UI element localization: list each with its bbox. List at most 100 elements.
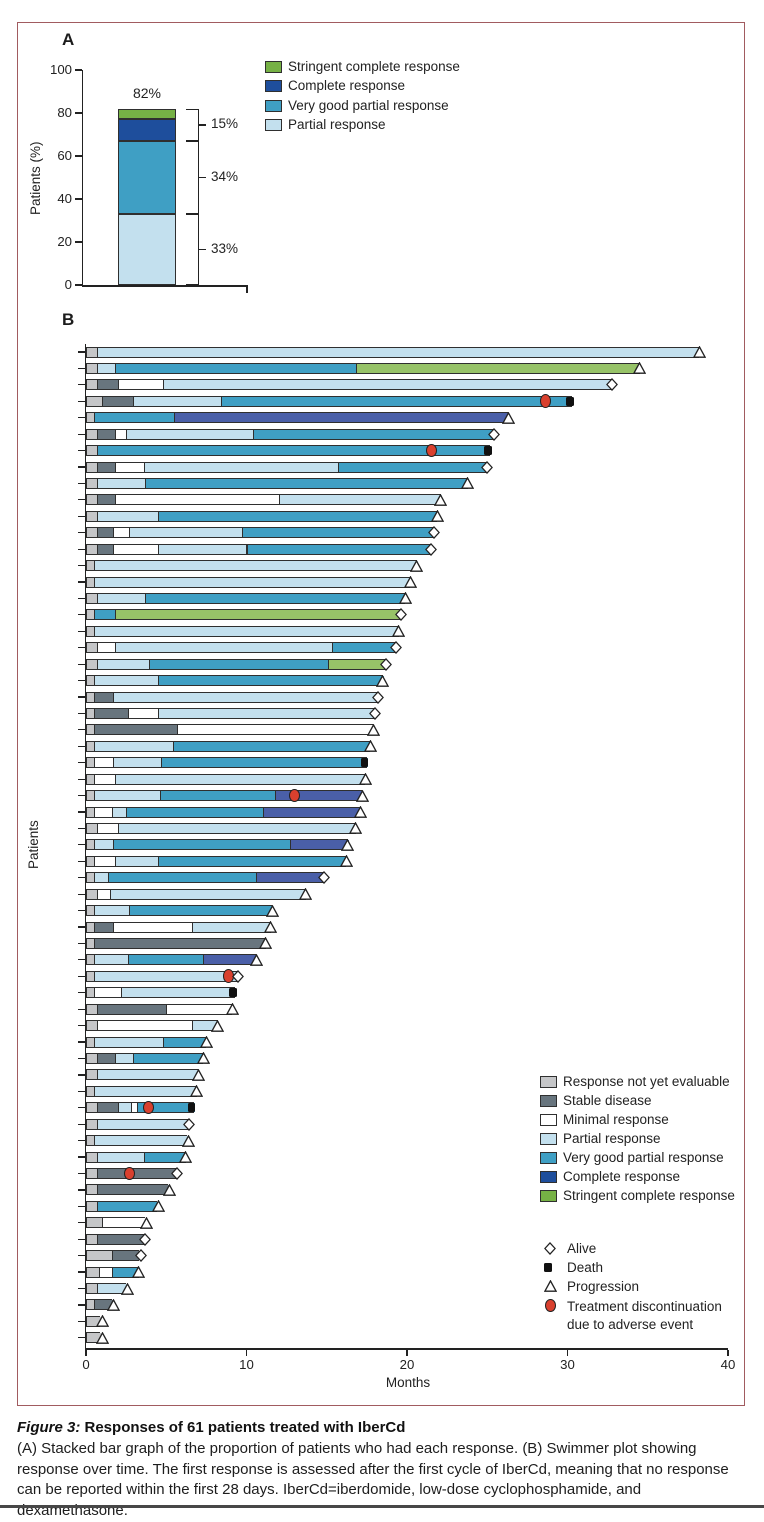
panel-b-row-tick [77,1255,85,1257]
panel-b-row-tick [77,614,85,616]
panel-b-row-tick [77,926,85,928]
bar-segment-vgpr [145,593,407,603]
panel-b-row-tick [77,417,85,419]
patient-bar [86,855,347,867]
patient-bar [86,987,237,999]
bar-segment-stable_disease [97,1169,177,1178]
bar-segment-vgpr [129,906,274,916]
alive-marker-icon [232,969,245,983]
marker-legend-label: Alive [567,1241,597,1256]
progression-marker-icon [358,772,373,786]
patient-bar [86,1085,198,1097]
legend-swatch-not_evaluable [540,1076,557,1088]
bar-segment-partial_response [278,495,442,505]
progression-marker-icon [249,953,263,966]
panel-a-bracket-label: 15% [211,115,239,131]
bar-segment-stable_disease [97,462,116,472]
bar-segment-not_evaluable [87,1218,104,1228]
panel-b-x-tick-label: 30 [560,1357,575,1372]
bar-segment-partial_response [113,692,380,702]
bar-segment-stable_disease [111,1251,140,1261]
ae-marker-icon [425,443,437,458]
figure-caption: Figure 3: Responses of 61 patients treat… [17,1419,753,1522]
patient-bar [86,806,362,818]
patient-bar [86,888,307,900]
patient-bar [86,642,397,654]
patient-bar [86,970,238,982]
legend-label: Complete response [288,78,406,94]
bar-segment-partial_response [158,544,248,554]
bar-segment-partial_response [114,774,367,784]
panel-b-row-tick [77,680,85,682]
bar-segment-partial_response [114,856,160,866]
legend-label: Partial response [288,116,386,132]
patient-bar [86,872,325,884]
progression-marker-icon [355,789,369,802]
progression-marker-icon [543,1279,557,1293]
bar-segment-vgpr [143,1152,187,1162]
panel-a-x-axis [81,285,248,287]
patient-bar [86,609,402,621]
panel-b-row-tick [77,795,85,797]
panel-b-row-tick [77,844,85,846]
bar-segment-partial_response [97,1070,200,1080]
progression-marker-icon [199,1035,214,1048]
bar-segment-vgpr [132,1053,205,1063]
panel-b-row-tick [77,1025,85,1027]
alive-marker-icon [380,657,393,671]
bar-segment-partial_response [97,1284,128,1293]
bar-segment-vgpr [246,544,433,554]
bar-segment-partial_response [143,462,339,472]
patient-bar [86,1151,187,1163]
alive-marker-icon [394,608,407,622]
bar-segment-vgpr [127,955,205,965]
ae-marker-icon [143,1100,155,1115]
patient-bar [86,576,412,588]
bar-segment-stable_disease [94,692,115,702]
alive-marker-icon [139,1232,152,1246]
patient-bar [86,1184,169,1196]
bar-segment-partial_response [94,561,418,571]
patient-bar [86,675,384,687]
bar-segment-vgpr [337,462,489,472]
panel-b-x-tick-label: 10 [239,1357,254,1372]
panel-a-y-tick-label: 60 [57,148,72,163]
bar-segment-stable_disease [97,544,115,554]
panel-b-row-tick [77,942,85,945]
bar-segment-vgpr [158,511,439,521]
bar-segment-not_evaluable [87,396,104,406]
patient-bar [86,1118,190,1130]
patient-bar [86,1003,234,1015]
bar-segment-not_evaluable [87,1333,102,1343]
panel-b-row-tick [77,1123,85,1125]
alive-marker-icon [428,526,441,540]
panel-b-row-tick [77,1337,85,1339]
progression-marker-icon [259,936,273,950]
legend-swatch-partial_response [265,118,282,131]
legend-swatch-stable_disease [540,1095,557,1107]
progression-marker-icon [178,1150,193,1163]
progression-marker-icon [403,575,417,588]
bar-segment-stable_disease [94,708,129,718]
progression-marker-icon [210,1019,225,1032]
bar-segment-partial_response [158,708,376,718]
alive-marker-icon [487,427,500,441]
bar-segment-complete_response_b [262,807,362,817]
bar-segment-stable_disease [94,1300,113,1310]
patient-bar [86,1036,208,1048]
panel-b-row-tick [77,860,85,862]
panel-b-row-tick [77,482,85,485]
panel-b-row-tick [77,712,85,715]
panel-b-row-tick [77,1041,85,1043]
bar-segment-partial_response [94,577,412,587]
bar-segment-partial_response [118,823,357,833]
panel-b-row-tick [77,1205,85,1207]
bar-segment-partial_response [94,873,110,883]
panel-a-y-tick [74,198,82,200]
alive-marker-icon [182,1117,195,1131]
patient-bar [86,822,357,834]
patient-bar [86,757,368,769]
bar-segment-stable_disease [97,1103,120,1113]
legend-swatch-vgpr [265,99,282,112]
marker-legend-label: Treatment discontinuation due to adverse… [567,1298,722,1333]
